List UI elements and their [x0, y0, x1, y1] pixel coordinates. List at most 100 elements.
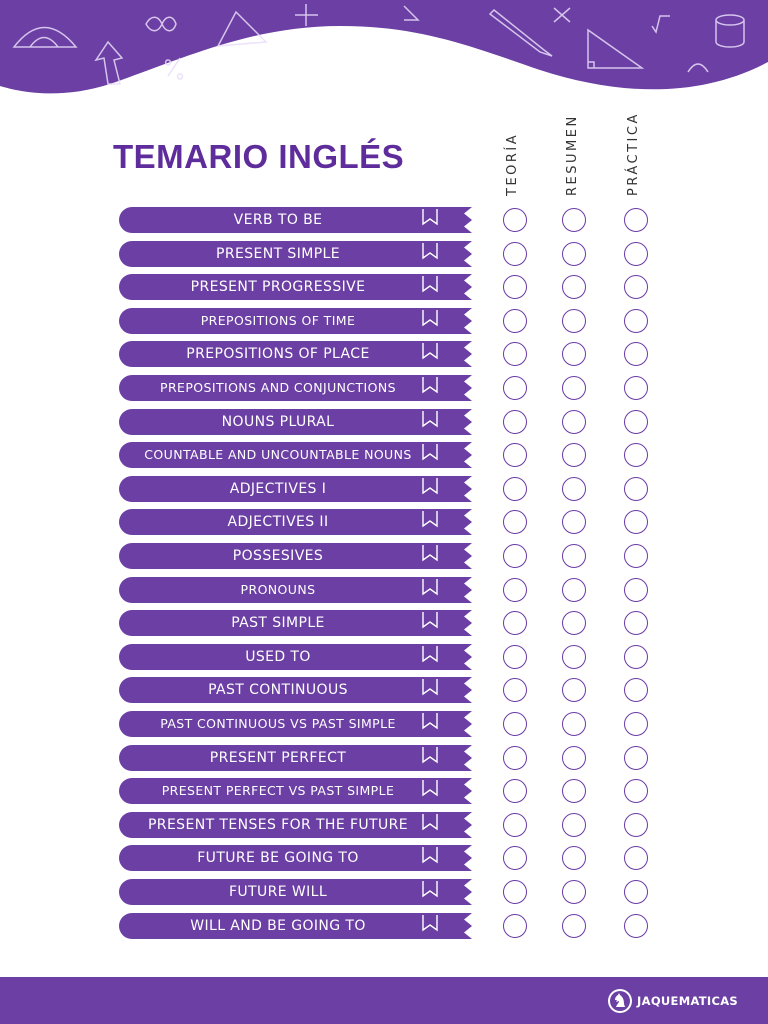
- checkbox-resumen[interactable]: [562, 880, 586, 904]
- bookmark-icon: [422, 242, 438, 259]
- bookmark-icon: [422, 813, 438, 831]
- checkbox-teoria[interactable]: [503, 443, 527, 468]
- bookmark-icon: [422, 545, 438, 562]
- checkbox-practica[interactable]: [624, 342, 648, 367]
- angle-icon: [403, 5, 420, 21]
- triangle-ruler-icon: [216, 10, 268, 47]
- checkbox-practica[interactable]: [624, 376, 648, 400]
- topic-bar-shape: [119, 811, 472, 838]
- topic-label: COUNTABLE AND UNCOUNTABLE NOUNS: [144, 447, 412, 463]
- checkbox-practica[interactable]: [624, 846, 648, 871]
- checkbox-teoria[interactable]: [503, 275, 527, 300]
- topic-row: PRESENT TENSES FOR THE FUTURE: [0, 811, 768, 838]
- checkbox-practica[interactable]: [624, 409, 648, 434]
- checkbox-practica[interactable]: [624, 510, 648, 535]
- bookmark-icon: [422, 276, 438, 293]
- checkbox-resumen[interactable]: [562, 208, 586, 232]
- checkbox-teoria[interactable]: [503, 308, 527, 333]
- topic-bar-shape: [119, 845, 472, 872]
- checkbox-teoria[interactable]: [503, 880, 527, 904]
- topic-bar: PREPOSITIONS AND CONJUNCTIONS: [119, 375, 472, 401]
- checkbox-resumen[interactable]: [562, 308, 586, 333]
- checkbox-practica[interactable]: [624, 577, 648, 602]
- checkbox-resumen[interactable]: [562, 275, 586, 300]
- checkbox-practica[interactable]: [624, 812, 648, 837]
- checkbox-resumen[interactable]: [562, 476, 586, 501]
- checkbox-teoria[interactable]: [503, 846, 527, 871]
- checkbox-teoria[interactable]: [503, 577, 527, 602]
- times-icon: [553, 7, 571, 23]
- topic-label: POSSESIVES: [232, 548, 324, 564]
- checkbox-resumen[interactable]: [562, 577, 586, 602]
- checkbox-practica[interactable]: [624, 779, 648, 804]
- checkbox-practica[interactable]: [624, 880, 648, 904]
- checkbox-resumen[interactable]: [562, 779, 586, 804]
- checkbox-teoria[interactable]: [503, 376, 527, 400]
- topic-bar: COUNTABLE AND UNCOUNTABLE NOUNS: [119, 442, 472, 469]
- pencil-icon: [488, 8, 553, 57]
- checkbox-teoria[interactable]: [503, 712, 527, 736]
- checkbox-practica[interactable]: [624, 913, 648, 938]
- bookmark-icon: [422, 914, 438, 931]
- checkbox-teoria[interactable]: [503, 812, 527, 837]
- checkbox-resumen[interactable]: [562, 745, 586, 770]
- checkbox-teoria[interactable]: [503, 644, 527, 669]
- checkbox-teoria[interactable]: [503, 409, 527, 434]
- checkbox-teoria[interactable]: [503, 510, 527, 535]
- checkbox-resumen[interactable]: [562, 812, 586, 837]
- checkbox-practica[interactable]: [624, 544, 648, 568]
- checkbox-practica[interactable]: [624, 745, 648, 770]
- topic-bar: PAST SIMPLE: [119, 610, 472, 637]
- topic-bar: FUTURE BE GOING TO: [119, 845, 472, 872]
- infinity-icon: [145, 16, 177, 32]
- checkbox-practica[interactable]: [624, 443, 648, 468]
- checkbox-resumen[interactable]: [562, 678, 586, 703]
- checkbox-teoria[interactable]: [503, 544, 527, 568]
- topic-bar-shape: [119, 610, 472, 637]
- checkbox-practica[interactable]: [624, 611, 648, 636]
- checkbox-resumen[interactable]: [562, 544, 586, 568]
- checkbox-resumen[interactable]: [562, 644, 586, 669]
- checkbox-practica[interactable]: [624, 644, 648, 669]
- checkbox-practica[interactable]: [624, 678, 648, 703]
- checkbox-teoria[interactable]: [503, 913, 527, 938]
- topic-label: PREPOSITIONS AND CONJUNCTIONS: [160, 380, 396, 395]
- checkbox-resumen[interactable]: [562, 241, 586, 266]
- topic-bar-shape: [119, 408, 472, 435]
- checkbox-teoria[interactable]: [503, 342, 527, 367]
- checkbox-teoria[interactable]: [503, 476, 527, 501]
- checkbox-teoria[interactable]: [503, 208, 527, 232]
- checkbox-teoria[interactable]: [503, 241, 527, 266]
- checkbox-resumen[interactable]: [562, 611, 586, 636]
- checkbox-teoria[interactable]: [503, 745, 527, 770]
- checkbox-practica[interactable]: [624, 241, 648, 266]
- checkbox-practica[interactable]: [624, 208, 648, 232]
- checkbox-resumen[interactable]: [562, 846, 586, 871]
- checkbox-resumen[interactable]: [562, 913, 586, 938]
- checkbox-resumen[interactable]: [562, 376, 586, 400]
- topic-bar: NOUNS PLURAL: [119, 408, 472, 435]
- checkbox-resumen[interactable]: [562, 712, 586, 736]
- checkbox-practica[interactable]: [624, 476, 648, 501]
- topic-bar: PAST CONTINUOUS: [119, 677, 472, 704]
- checkbox-resumen[interactable]: [562, 409, 586, 434]
- checkbox-teoria[interactable]: [503, 611, 527, 636]
- topic-bar: FUTURE WILL: [119, 879, 472, 905]
- checkbox-resumen[interactable]: [562, 342, 586, 367]
- column-header-label: RESUMEN: [565, 114, 580, 196]
- topic-label: FUTURE BE GOING TO: [197, 850, 359, 867]
- bookmark-icon: [422, 377, 438, 394]
- checkbox-practica[interactable]: [624, 712, 648, 736]
- checkbox-practica[interactable]: [624, 308, 648, 333]
- checkbox-resumen[interactable]: [562, 510, 586, 535]
- topic-bar: PRESENT PROGRESSIVE: [119, 274, 472, 301]
- checkbox-resumen[interactable]: [562, 443, 586, 468]
- checkbox-teoria[interactable]: [503, 779, 527, 804]
- checkbox-teoria[interactable]: [503, 678, 527, 703]
- checkbox-practica[interactable]: [624, 275, 648, 300]
- topic-bar-shape: [119, 207, 472, 233]
- footer-bar: JAQUEMATICAS: [0, 977, 768, 1024]
- chess-knight-logo-icon: [608, 989, 633, 1013]
- topic-label: PRESENT SIMPLE: [215, 245, 340, 262]
- topic-bar-shape: [119, 879, 472, 905]
